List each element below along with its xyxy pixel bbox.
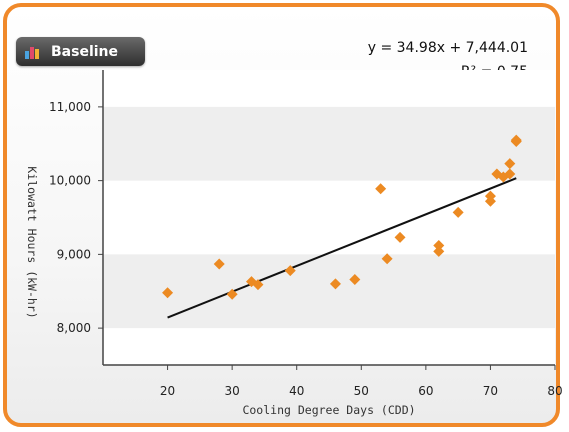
x-tick-label: 50 (354, 384, 369, 398)
data-point (381, 253, 393, 265)
y-axis-title: Kilowatt Hours (kW-hr) (25, 166, 39, 318)
x-tick-label: 80 (547, 384, 562, 398)
data-point (433, 240, 445, 252)
data-point (213, 258, 225, 270)
data-point (252, 279, 264, 291)
baseline-badge-label: Baseline (51, 43, 119, 60)
grid-band (103, 106, 555, 181)
data-point (433, 245, 445, 257)
data-point (226, 288, 238, 300)
axes (98, 70, 556, 370)
y-tick-label: 11,000 (49, 100, 91, 114)
y-tick-label: 9,000 (57, 247, 91, 261)
data-point (504, 158, 516, 170)
data-point (284, 265, 296, 277)
data-point (510, 134, 522, 146)
bar-chart-icon (25, 46, 39, 59)
x-tick-label: 30 (225, 384, 240, 398)
baseline-badge[interactable]: Baseline (16, 37, 145, 66)
y-tick-label: 10,000 (49, 174, 91, 188)
x-axis-title: Cooling Degree Days (CDD) (242, 403, 415, 417)
data-point (349, 273, 361, 285)
x-tick-label: 40 (289, 384, 304, 398)
data-point (504, 168, 516, 180)
x-tick-label: 20 (160, 384, 175, 398)
regression-equation: y = 34.98x + 7,444.01 (367, 40, 528, 56)
data-point (162, 287, 174, 299)
grid-band (103, 254, 555, 329)
data-point (452, 206, 464, 218)
grid-bands (103, 70, 555, 365)
x-tick-label: 60 (418, 384, 433, 398)
data-points (162, 134, 522, 300)
x-tick-labels: 20 30 40 50 60 70 80 (160, 384, 563, 398)
y-tick-labels: 8,000 9,000 10,000 11,000 (49, 100, 91, 335)
data-point (484, 195, 496, 207)
trendline (167, 177, 517, 319)
data-point (329, 278, 341, 290)
x-tick-label: 70 (483, 384, 498, 398)
data-point (394, 231, 406, 243)
data-point (375, 183, 387, 195)
y-tick-label: 8,000 (57, 321, 91, 335)
